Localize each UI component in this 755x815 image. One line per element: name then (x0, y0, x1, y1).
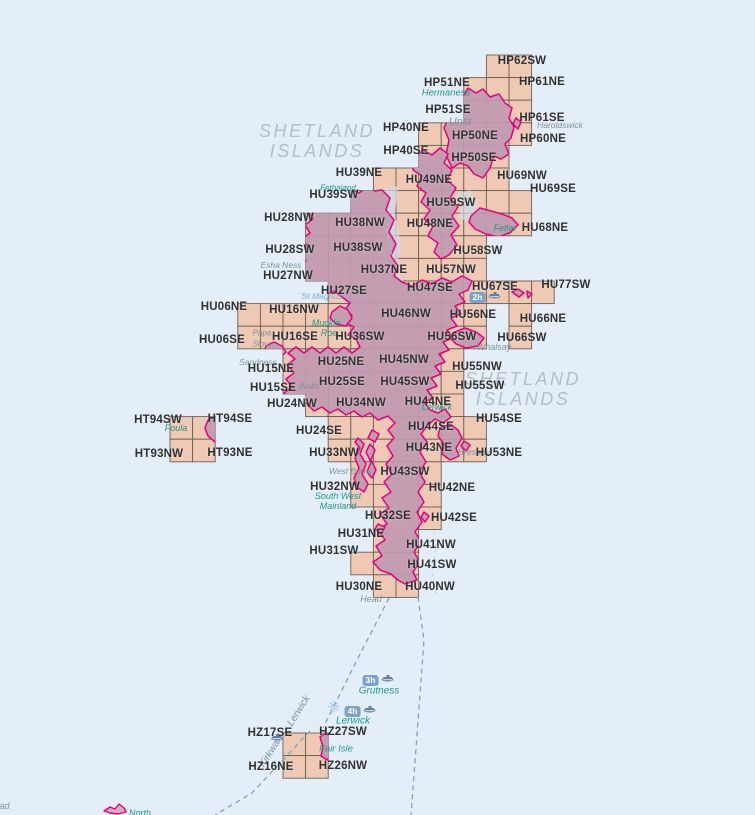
grid-tile[interactable] (463, 235, 487, 259)
grid-tile[interactable] (169, 416, 194, 440)
grid-tile[interactable] (237, 325, 261, 350)
grid-tile[interactable] (418, 122, 442, 146)
grid-tile[interactable] (305, 755, 329, 779)
grid-tile[interactable] (485, 190, 510, 214)
grid-tile[interactable] (327, 416, 352, 440)
grid-tile[interactable] (485, 167, 510, 192)
island-out-skerries-1 (511, 288, 525, 298)
grid-tile[interactable] (395, 212, 420, 237)
grid-tile[interactable] (282, 755, 307, 779)
grid-tile[interactable] (350, 551, 374, 576)
grid-tile[interactable] (508, 325, 533, 350)
grid-tile[interactable] (259, 303, 284, 327)
bathy-line (431, 519, 437, 596)
grid-tile[interactable] (485, 54, 510, 79)
ferry-routes (214, 596, 425, 815)
grid-tile[interactable] (485, 280, 510, 305)
grid-tile[interactable] (418, 257, 442, 282)
island-noss (460, 440, 471, 452)
grid-tile[interactable] (531, 280, 555, 305)
island-mousa (420, 511, 430, 523)
island-east-burra (365, 443, 377, 479)
grid-tile[interactable] (508, 54, 533, 79)
bathy-line (299, 292, 323, 299)
grid-tile[interactable] (440, 370, 465, 395)
grid-tile[interactable] (282, 303, 307, 327)
island-trondra (367, 429, 380, 443)
island-fetlar (468, 207, 519, 238)
island-vaila (289, 396, 300, 406)
grid-tile[interactable] (169, 438, 194, 463)
island-balta (512, 117, 522, 130)
grid-tile[interactable] (237, 303, 261, 327)
grid-tile[interactable] (372, 574, 397, 598)
grid-tile[interactable] (508, 77, 533, 101)
grid-tile[interactable] (282, 732, 307, 757)
island-muckle-roe (329, 305, 353, 327)
island-bressay (437, 423, 463, 461)
grid-tile[interactable] (282, 325, 307, 350)
island-yell (412, 147, 460, 260)
grid-tile[interactable] (305, 303, 329, 327)
grid-tile[interactable] (463, 416, 487, 440)
grid-tile[interactable] (327, 438, 352, 463)
grid-tile[interactable] (508, 99, 533, 124)
island-whalsay (449, 327, 485, 349)
grid-tile[interactable] (508, 190, 533, 214)
grid-tile[interactable] (192, 438, 216, 463)
island-out-skerries-2 (526, 290, 533, 299)
island-st-ninians (374, 523, 386, 535)
bathymetry-lines (299, 204, 437, 596)
grid-tile[interactable] (463, 257, 487, 282)
island-north-ronaldsay (103, 803, 127, 815)
island-west-burra (353, 437, 369, 493)
grid-tile[interactable] (395, 190, 420, 214)
ferry-route-line (322, 597, 390, 729)
bathy-line (386, 204, 393, 256)
ferry-route-line (214, 730, 311, 815)
ferry-route-line (410, 596, 425, 815)
grid-tile[interactable] (508, 303, 533, 327)
grid-tile[interactable] (305, 325, 329, 350)
grid-tile[interactable] (327, 325, 352, 350)
grid-tile[interactable] (463, 303, 487, 327)
